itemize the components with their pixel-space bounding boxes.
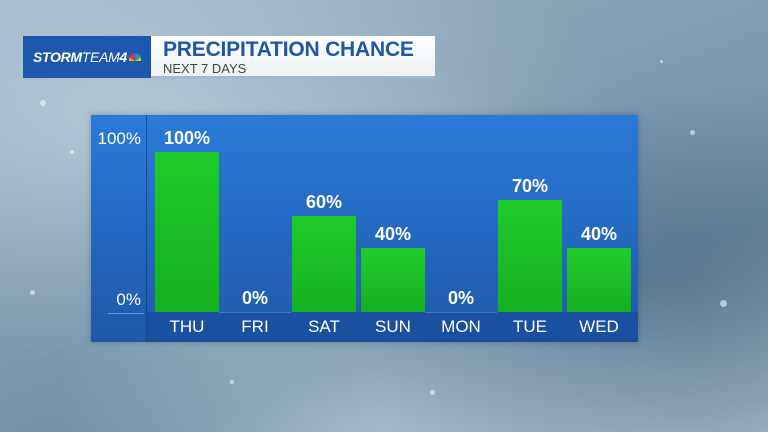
bar-column-wed: 40% [567, 115, 631, 312]
day-label: FRI [241, 317, 269, 336]
day-label: TUE [513, 317, 547, 336]
raindrop [70, 150, 74, 154]
bar-column-sun: 40% [361, 115, 425, 312]
day-label: MON [441, 317, 481, 336]
bar [155, 152, 219, 312]
chart-subtitle: NEXT 7 DAYS [163, 61, 247, 76]
raindrop [40, 100, 46, 106]
bar-column-mon: 0% [425, 115, 497, 313]
day-label: THU [169, 317, 205, 336]
raindrop [30, 290, 35, 295]
raindrop [660, 60, 663, 63]
day-label: SUN [375, 317, 411, 336]
bar-column-thu: 100% [155, 115, 219, 312]
raindrop [690, 130, 695, 135]
value-label: 60% [305, 192, 343, 212]
value-label: 40% [374, 224, 412, 244]
chart-header: STORM TEAM 4 PRECIPITATION CHANCE NEXT 7 D… [23, 36, 435, 78]
y-axis: 100% 0% [91, 115, 147, 342]
bar-column-fri: 0% [219, 115, 291, 313]
chart-title: PRECIPITATION CHANCE [163, 38, 414, 61]
nbc-peacock-icon [129, 53, 141, 61]
value-label: 40% [580, 224, 618, 244]
bar-column-tue: 70% [498, 115, 562, 312]
bar [498, 200, 562, 312]
bar [292, 216, 356, 312]
y-tick-0: 0% [116, 290, 141, 309]
title-box: PRECIPITATION CHANCE NEXT 7 DAYS [151, 36, 435, 78]
value-label: 0% [241, 288, 268, 308]
x-axis-labels: THU FRI SAT SUN MON TUE WED [147, 312, 638, 342]
raindrop [430, 390, 435, 395]
zero-line [219, 312, 291, 313]
day-label: SAT [308, 317, 340, 336]
bar-column-sat: 60% [292, 115, 356, 312]
value-label: 0% [447, 288, 474, 308]
bar [567, 248, 631, 312]
day-label: WED [579, 317, 619, 336]
chart-panel: 100% 0% 100% 0% 60% 40% 0% 70% 40% THU FRI SAT SU… [91, 115, 638, 342]
stormteam4-logo: STORM TEAM 4 [23, 36, 151, 78]
y-tick-100: 100% [97, 129, 141, 148]
value-label: 100% [163, 128, 211, 148]
raindrop [720, 300, 727, 307]
raindrop [230, 380, 234, 384]
zero-line [425, 312, 497, 313]
value-label: 70% [511, 176, 549, 196]
y-axis-baseline [108, 313, 144, 314]
plot-area: 100% 0% 60% 40% 0% 70% 40% [147, 115, 638, 313]
bar [361, 248, 425, 312]
